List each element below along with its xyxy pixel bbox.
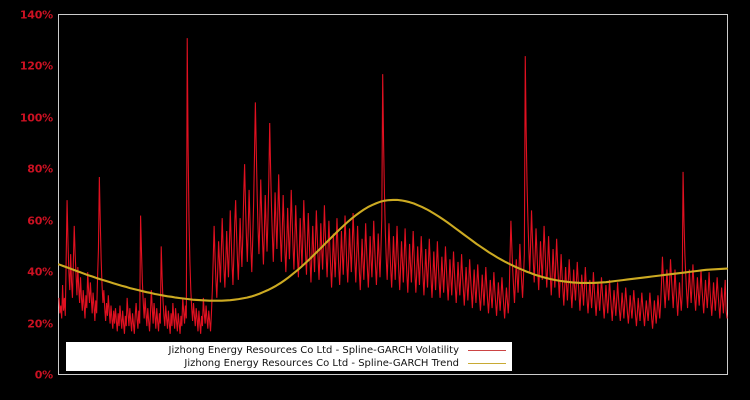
y-tick-120: 120%	[19, 59, 53, 73]
y-axis-tick-labels: 140% 120% 100% 80% 60% 40% 20% 0%	[0, 0, 53, 400]
y-tick-40: 40%	[27, 265, 53, 279]
chart-legend: Jizhong Energy Resources Co Ltd - Spline…	[66, 342, 512, 371]
legend-entry-trend: Jizhong Energy Resources Co Ltd - Spline…	[66, 357, 512, 370]
volatility-line-swatch-icon	[468, 349, 506, 351]
series-line-trend	[57, 198, 729, 302]
legend-entry-volatility: Jizhong Energy Resources Co Ltd - Spline…	[66, 344, 512, 357]
trend-line-swatch-icon	[468, 362, 506, 364]
y-tick-140: 140%	[19, 8, 53, 22]
legend-label-trend: Jizhong Energy Resources Co Ltd - Spline…	[184, 357, 459, 369]
y-tick-20: 20%	[27, 317, 53, 331]
legend-label-volatility: Jizhong Energy Resources Co Ltd - Spline…	[168, 344, 459, 356]
y-tick-0: 0%	[34, 368, 53, 382]
y-tick-60: 60%	[27, 214, 53, 228]
series-line-volatility	[58, 38, 728, 334]
series-layer	[57, 38, 729, 334]
y-tick-100: 100%	[19, 111, 53, 125]
y-tick-80: 80%	[27, 162, 53, 176]
